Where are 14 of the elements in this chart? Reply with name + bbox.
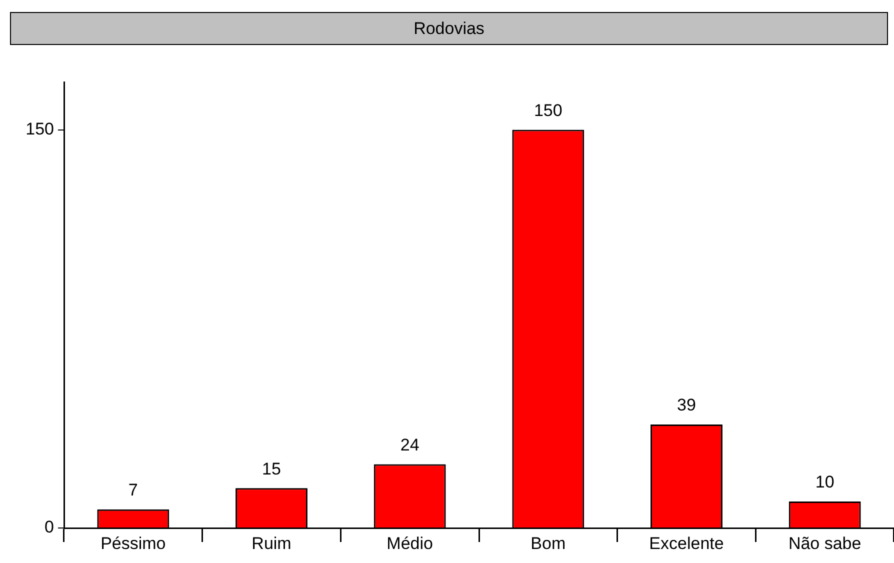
data-label: 10: [815, 472, 834, 492]
chart-title: Rodovias: [10, 12, 888, 45]
x-tick-label: Excelente: [649, 534, 724, 553]
x-tick-label: Péssimo: [100, 534, 166, 553]
data-label: 24: [400, 435, 420, 454]
x-tick-label: Médio: [386, 534, 433, 553]
data-label: 39: [677, 396, 696, 415]
data-label: 150: [534, 100, 562, 120]
x-tick-label: Não sabe: [788, 534, 862, 553]
data-label: 7: [128, 480, 138, 500]
data-label: 15: [262, 459, 281, 478]
x-tick-label: Ruim: [252, 534, 292, 553]
x-tick-label: Bom: [530, 534, 566, 553]
y-tick-label: 0: [44, 518, 54, 537]
